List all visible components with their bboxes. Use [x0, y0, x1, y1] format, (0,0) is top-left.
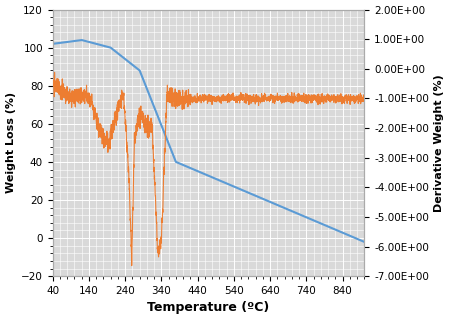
X-axis label: Temperature (ºC): Temperature (ºC)	[148, 301, 270, 315]
Y-axis label: Derivative Weight (%): Derivative Weight (%)	[434, 74, 445, 212]
Y-axis label: Weight Loss (%): Weight Loss (%)	[5, 92, 16, 193]
